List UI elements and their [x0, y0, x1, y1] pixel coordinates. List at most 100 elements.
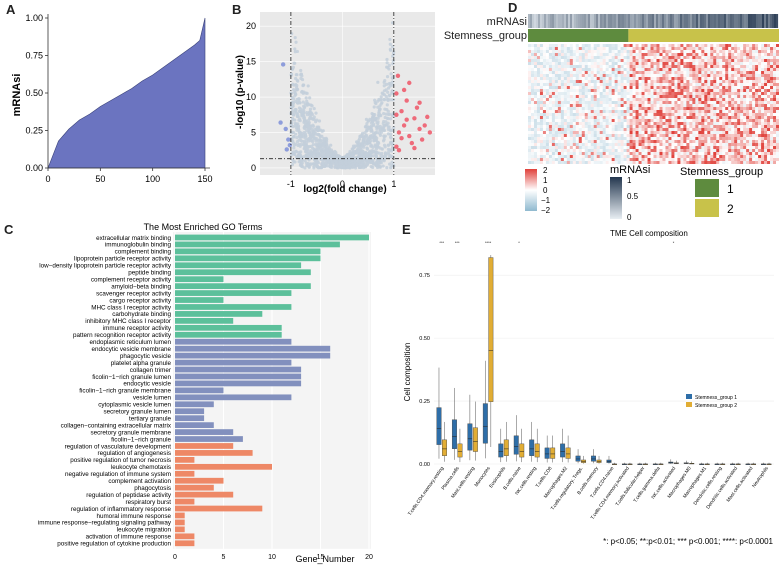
panel-d-heatmap-cell	[686, 47, 690, 51]
panel-d-heatmap-cell	[596, 134, 600, 138]
panel-d-heatmap-cell	[671, 62, 675, 66]
panel-d-mrnasi-cell	[572, 14, 575, 28]
panel-d-heatmap-cell	[584, 98, 588, 102]
panel-d-heatmap-cell	[713, 80, 717, 84]
panel-d-heatmap-cell	[572, 86, 577, 90]
panel-d-heatmap-cell	[587, 155, 591, 159]
panel-d-heatmap-cell	[713, 158, 717, 162]
panel-d-heatmap-cell	[593, 122, 597, 126]
panel-b-point-ns	[346, 153, 351, 157]
panel-d-heatmap-cell	[635, 152, 639, 156]
panel-d-mrnasi-cell	[758, 14, 761, 28]
panel-d-heatmap-cell	[770, 104, 774, 108]
panel-b-point-ns	[365, 121, 369, 126]
panel-d-heatmap-cell	[551, 65, 556, 69]
panel-d-heatmap-cell	[650, 131, 654, 135]
panel-d-heatmap-cell	[548, 137, 553, 141]
panel-d-heatmap-cell	[623, 131, 627, 135]
panel-b-point-ns	[390, 128, 394, 133]
panel-d-heatmap-cell	[773, 161, 777, 164]
panel-d-heatmap-cell	[599, 65, 603, 69]
panel-d-heatmap-cell	[713, 161, 717, 164]
panel-d-heatmap-cell	[662, 98, 666, 102]
panel-d-heatmap-cell	[677, 149, 681, 153]
panel-d-heatmap-cell	[611, 95, 615, 99]
panel-d-heatmap-cell	[725, 83, 729, 87]
panel-d-heatmap-cell	[551, 80, 556, 84]
panel-d-heatmap-cell	[761, 158, 765, 162]
panel-d-heatmap-cell	[656, 110, 660, 114]
panel-b-point-up	[394, 144, 399, 149]
panel-d-heatmap-cell	[713, 140, 717, 144]
panel-b-point-ns	[325, 153, 329, 157]
panel-d-heatmap-cell	[641, 83, 645, 87]
panel-d-heatmap-cell	[554, 89, 559, 93]
panel-d-heatmap-cell	[653, 110, 657, 114]
panel-d-heatmap-cell	[677, 62, 681, 66]
panel-d-heatmap-cell	[752, 80, 756, 84]
panel-d-heatmap-cell	[692, 116, 696, 120]
panel-d-heatmap-cell	[761, 95, 765, 99]
panel-d-heatmap-cell	[557, 95, 562, 99]
panel-d-heatmap-cell	[536, 44, 541, 48]
panel-d-heatmap-cell	[656, 128, 660, 132]
panel-b-point-ns	[292, 143, 296, 147]
panel-d-heatmap-cell	[707, 113, 711, 117]
panel-b-point-up	[407, 133, 412, 139]
panel-d-heatmap-cell	[635, 80, 639, 84]
panel-d-heatmap-cell	[563, 119, 568, 123]
panel-d-heatmap-cell	[596, 119, 600, 123]
panel-d-heatmap-cell	[635, 155, 639, 159]
panel-d-heatmap-cell	[528, 50, 532, 54]
panel-d-heatmap-cell	[776, 143, 779, 147]
panel-d-heatmap-cell	[629, 143, 633, 147]
panel-d-heatmap-cell	[704, 77, 708, 81]
panel-d-heatmap-cell	[698, 74, 702, 78]
panel-d-heatmap-cell	[722, 143, 726, 147]
panel-d-heatmap-cell	[683, 80, 687, 84]
panel-d-heatmap-cell	[731, 95, 735, 99]
panel-d-heatmap-cell	[644, 80, 648, 84]
panel-d-heatmap-cell	[668, 119, 672, 123]
panel-d-heatmap-cell	[635, 161, 639, 164]
panel-d-heatmap-cell	[560, 131, 565, 135]
panel-d-heatmap-cell	[698, 158, 702, 162]
panel-d-heatmap-cell	[701, 56, 705, 60]
panel-d-heatmap-cell	[719, 140, 723, 144]
panel-d-mrnasi-cell	[594, 14, 597, 28]
panel-d-heatmap-cell	[686, 86, 690, 90]
panel-d-heatmap-cell	[674, 62, 678, 66]
panel-d-heatmap-cell	[668, 89, 672, 93]
panel-d-heatmap-cell	[680, 110, 684, 114]
panel-b-point-ns	[329, 157, 333, 161]
panel-d-heatmap-cell	[563, 65, 568, 69]
panel-d-heatmap-cell	[533, 89, 538, 93]
panel-d-heatmap-cell	[758, 101, 762, 105]
panel-d-heatmap-cell	[704, 134, 708, 138]
panel-d-heatmap-cell	[689, 65, 693, 69]
panel-d-mrnasi-cell	[704, 14, 707, 28]
panel-d-heatmap-cell	[704, 116, 708, 120]
panel-d-heatmap-cell	[581, 155, 585, 159]
panel-d-heatmap-cell	[575, 89, 579, 93]
panel-d-heatmap-cell	[686, 125, 690, 129]
panel-d-heatmap-cell	[701, 125, 705, 129]
panel-d-heatmap-cell	[665, 47, 669, 51]
panel-d-heatmap-cell	[602, 44, 606, 48]
panel-d-heatmap-cell	[528, 137, 532, 141]
panel-b-point-ns	[311, 117, 315, 121]
panel-d-heatmap-cell	[551, 158, 556, 162]
panel-d-heatmap-cell	[740, 116, 744, 120]
panel-d-heatmap-cell	[590, 71, 594, 75]
panel-a-xtick-label: 50	[95, 174, 105, 184]
panel-d-mrnasi-cell	[750, 14, 753, 28]
panel-d-heatmap-cell	[620, 146, 624, 150]
panel-d-heatmap-cell	[695, 155, 699, 159]
panel-d-heatmap-cell	[695, 128, 699, 132]
panel-d-heatmap-cell	[650, 98, 654, 102]
panel-d-expr-tick: 2	[543, 166, 548, 175]
panel-d-heatmap-cell	[740, 125, 744, 129]
panel-d-heatmap-cell	[608, 158, 612, 162]
panel-d-heatmap-cell	[641, 92, 645, 96]
panel-d-heatmap-cell	[707, 53, 711, 57]
